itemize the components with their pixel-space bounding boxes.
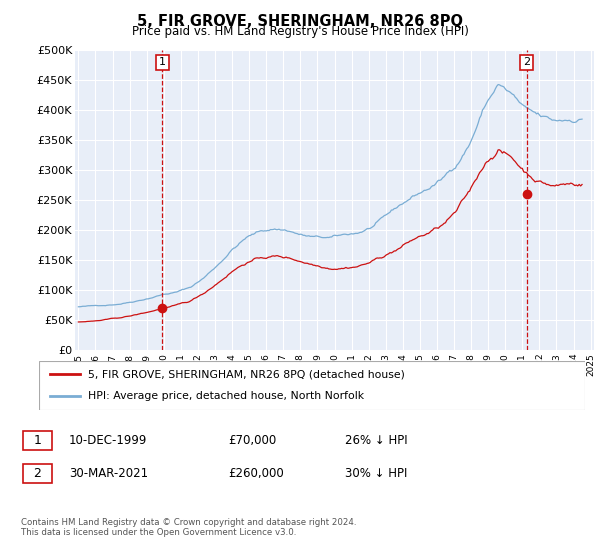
Text: 30% ↓ HPI: 30% ↓ HPI	[345, 467, 407, 480]
Text: 1: 1	[34, 433, 41, 447]
Text: 10-DEC-1999: 10-DEC-1999	[69, 433, 148, 447]
Text: 5, FIR GROVE, SHERINGHAM, NR26 8PQ: 5, FIR GROVE, SHERINGHAM, NR26 8PQ	[137, 14, 463, 29]
Text: 2: 2	[523, 57, 530, 67]
Text: Contains HM Land Registry data © Crown copyright and database right 2024.
This d: Contains HM Land Registry data © Crown c…	[21, 518, 356, 538]
Text: 30-MAR-2021: 30-MAR-2021	[69, 467, 148, 480]
Text: 2: 2	[34, 467, 41, 480]
Text: Price paid vs. HM Land Registry's House Price Index (HPI): Price paid vs. HM Land Registry's House …	[131, 25, 469, 38]
Text: 5, FIR GROVE, SHERINGHAM, NR26 8PQ (detached house): 5, FIR GROVE, SHERINGHAM, NR26 8PQ (deta…	[88, 370, 405, 380]
Text: £260,000: £260,000	[228, 467, 284, 480]
Text: £70,000: £70,000	[228, 433, 276, 447]
Text: 1: 1	[159, 57, 166, 67]
Text: HPI: Average price, detached house, North Norfolk: HPI: Average price, detached house, Nort…	[88, 391, 364, 401]
Text: 26% ↓ HPI: 26% ↓ HPI	[345, 433, 407, 447]
